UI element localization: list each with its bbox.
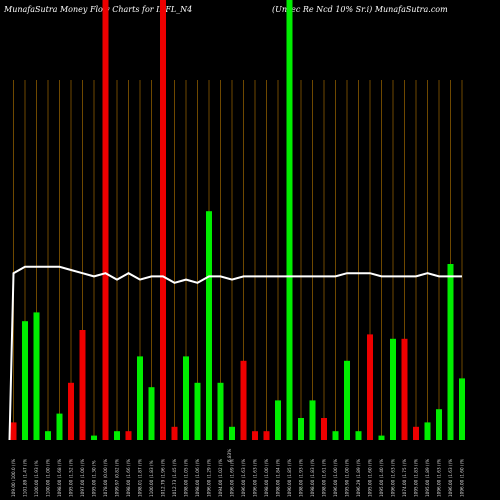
volume-bar (413, 426, 419, 440)
x-tick-label: 1074.00 (1.75 ()% (402, 459, 407, 497)
price-line (8, 265, 462, 441)
volume-bar (102, 0, 109, 440)
volume-bar (355, 431, 362, 440)
x-tick-label: 1096.00 (1.69 ()% (230, 459, 235, 497)
volume-bar (286, 0, 293, 440)
x-tick-label: 1096.00 (1.29 ()% (207, 459, 212, 497)
x-tick-label: 1094.00 (1.02 ()% (218, 459, 223, 497)
volume-bar (378, 435, 385, 440)
x-tick-label: 1096.00 (1.00 ()% (333, 459, 338, 497)
x-tick-label: 109.00 (100.0 ()% (11, 459, 16, 497)
volume-bar (33, 312, 40, 440)
volume-bar (321, 418, 327, 440)
volume-bars (10, 0, 465, 440)
x-tick-label: 1096.00 (1.63 ()% (241, 459, 246, 497)
volume-bar (148, 387, 155, 440)
price-line-group (8, 265, 462, 441)
x-tick-label: 1095.00 (1.52 ()% (69, 459, 74, 497)
x-tick-label: 1090.00 (1.85 ()% (287, 459, 292, 497)
x-tick-label: 1012.73 (1.45 ()% (172, 459, 177, 497)
x-tick-label: 1098.00 (1.00 ()% (264, 459, 269, 497)
volume-bar (447, 264, 454, 440)
x-tick-label: 1098.00 (1.93 ()% (299, 459, 304, 497)
x-tick-label: 1100.00 (1.93 (% (34, 460, 39, 497)
x-tick-label: 1099.97 (0.82 ()% (115, 459, 120, 497)
volume-bar (137, 356, 143, 440)
x-tick-label: 1096.00 (1.63 ()% (253, 459, 258, 497)
volume-bar (91, 435, 97, 440)
volume-bar (390, 338, 396, 440)
x-tick-label: 1095.00 (1.60 ()% (368, 459, 373, 497)
x-tick-label: 1098.00 (1.66 ()% (126, 459, 131, 497)
x-tick-label: 1095.00 (1.89 ()% (425, 459, 430, 497)
x-tick-label: 1096.00 (1.60 ()% (460, 459, 465, 497)
volume-bar (10, 422, 17, 440)
x-tick-labels: 109.00 (100.0 ()% 1101.89 (1.47 ()% 1100.0… (11, 459, 465, 497)
x-tick-label: 1095.00 (1.83 ()% (414, 459, 419, 497)
volume-bar (206, 211, 212, 440)
volume-bar (298, 418, 304, 440)
x-tick-label: 1098.00 (1.06 ()% (195, 459, 200, 497)
volume-bar (217, 382, 224, 440)
annotation-label: 6.83% (227, 449, 232, 462)
volume-bar (252, 431, 258, 440)
x-tick-label: 1098.00 (1.68 ()% (57, 459, 62, 497)
x-tick-label: 1100.00 (1.83 (% (149, 460, 154, 497)
volume-bar (160, 0, 166, 440)
volume-bar (436, 409, 442, 440)
x-tick-label: 1012.79 (1.96 ()% (161, 459, 166, 497)
volume-bar (240, 360, 247, 440)
x-tick-label: 1096.00 (1.63 ()% (391, 459, 396, 497)
x-tick-label: 1101.89 (1.47 ()% (23, 459, 28, 497)
volume-bar (125, 431, 132, 440)
x-tick-label: 1096.00 (1.63 ()% (448, 459, 453, 497)
x-tick-label: 1096.29 (1.89 ()% (356, 459, 361, 497)
volume-bar (263, 431, 270, 440)
volume-bar (459, 378, 465, 440)
volume-bar (194, 382, 201, 440)
volume-bar (332, 431, 339, 440)
volume-bar (424, 422, 431, 440)
volume-bar (114, 431, 120, 440)
x-tick-label: 1095.00 (1.40 ()% (379, 459, 384, 497)
x-tick-label: 1078.00 (0.00 ()% (103, 459, 108, 497)
volume-bar (344, 360, 350, 440)
x-tick-label: 1098.00 (1.83 ()% (310, 459, 315, 497)
volume-bar (45, 431, 51, 440)
x-tick-label: 1098.00 (1.05 ()% (184, 459, 189, 497)
x-tick-label: 1097.00 (1.00 ()% (80, 459, 85, 497)
volume-bar (275, 400, 281, 440)
x-tick-label: 1100.00 (1.00 ()% (46, 459, 51, 497)
volume-bar (367, 334, 373, 440)
x-tick-label: 1095.90 (1.00 ()% (345, 459, 350, 497)
x-tick-label: 1098.01 (1.87 ()% (138, 459, 143, 497)
volume-bar (68, 382, 74, 440)
chart-title: MunafaSutra Money Flow Charts for IRFL_N… (4, 5, 193, 14)
x-tick-label: 1098.00 (1.61 ()% (322, 459, 327, 497)
x-tick-label: 1095.00 (1.30 (% (92, 460, 97, 497)
chart-subtitle: (Unsec Re Ncd 10% Sr.i) MunafaSutra.com (272, 5, 448, 14)
x-tick-label: 1096.00 (1.63 ()% (437, 459, 442, 497)
volume-bar (229, 426, 235, 440)
volume-bar (183, 356, 189, 440)
volume-bar (79, 330, 86, 440)
x-tick-label: 1098.00 (1.84 ()% (276, 459, 281, 497)
volume-bar (309, 400, 316, 440)
volume-bar (171, 426, 178, 440)
volume-bar (401, 338, 408, 440)
volume-bar (22, 321, 28, 440)
volume-bar (56, 413, 63, 440)
